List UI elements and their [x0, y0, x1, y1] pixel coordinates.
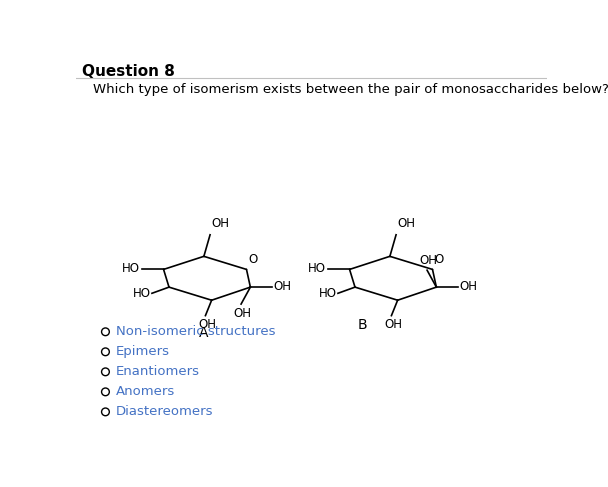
Text: Question 8: Question 8	[82, 64, 175, 79]
Text: Enantiomers: Enantiomers	[116, 365, 199, 378]
Text: HO: HO	[122, 262, 140, 275]
Text: Diastereomers: Diastereomers	[116, 405, 213, 418]
Text: Which type of isomerism exists between the pair of monosaccharides below?: Which type of isomerism exists between t…	[93, 83, 608, 96]
Text: OH: OH	[198, 318, 216, 331]
Text: OH: OH	[384, 318, 402, 331]
Text: HO: HO	[133, 287, 150, 300]
Text: B: B	[358, 318, 368, 332]
Text: O: O	[434, 253, 443, 266]
Text: OH: OH	[274, 280, 292, 293]
Text: OH: OH	[398, 217, 416, 230]
Text: A: A	[199, 326, 209, 339]
Text: Anomers: Anomers	[116, 385, 174, 398]
Text: OH: OH	[420, 254, 438, 267]
Text: OH: OH	[460, 280, 478, 293]
Text: O: O	[248, 253, 257, 266]
Text: HO: HO	[308, 262, 326, 275]
Text: OH: OH	[212, 217, 230, 230]
Text: HO: HO	[319, 287, 336, 300]
Text: Epimers: Epimers	[116, 345, 170, 358]
Text: OH: OH	[233, 307, 252, 320]
Text: Non-isomeric structures: Non-isomeric structures	[116, 325, 275, 338]
